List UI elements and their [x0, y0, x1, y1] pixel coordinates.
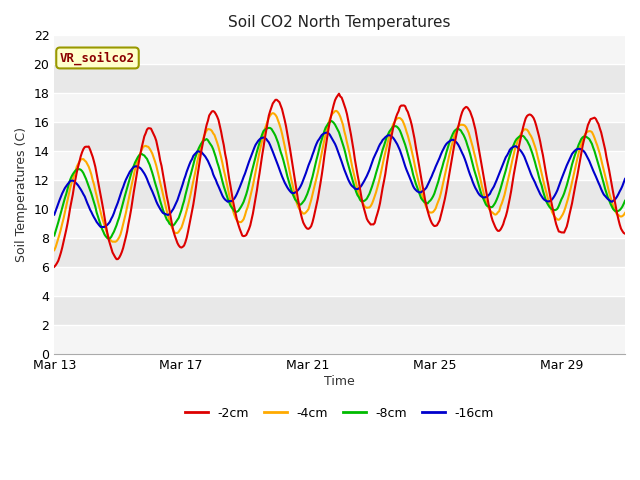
- Bar: [54, 93, 625, 122]
- Bar: [54, 238, 625, 267]
- X-axis label: Time: Time: [324, 375, 355, 388]
- Bar: [54, 180, 625, 209]
- Y-axis label: Soil Temperatures (C): Soil Temperatures (C): [15, 127, 28, 262]
- Bar: [54, 325, 625, 354]
- Title: Soil CO2 North Temperatures: Soil CO2 North Temperatures: [228, 15, 451, 30]
- Bar: [54, 296, 625, 325]
- Bar: [54, 209, 625, 238]
- Text: VR_soilco2: VR_soilco2: [60, 51, 135, 65]
- Bar: [54, 151, 625, 180]
- Legend: -2cm, -4cm, -8cm, -16cm: -2cm, -4cm, -8cm, -16cm: [180, 402, 499, 425]
- Bar: [54, 267, 625, 296]
- Bar: [54, 122, 625, 151]
- Bar: [54, 36, 625, 64]
- Bar: [54, 64, 625, 93]
